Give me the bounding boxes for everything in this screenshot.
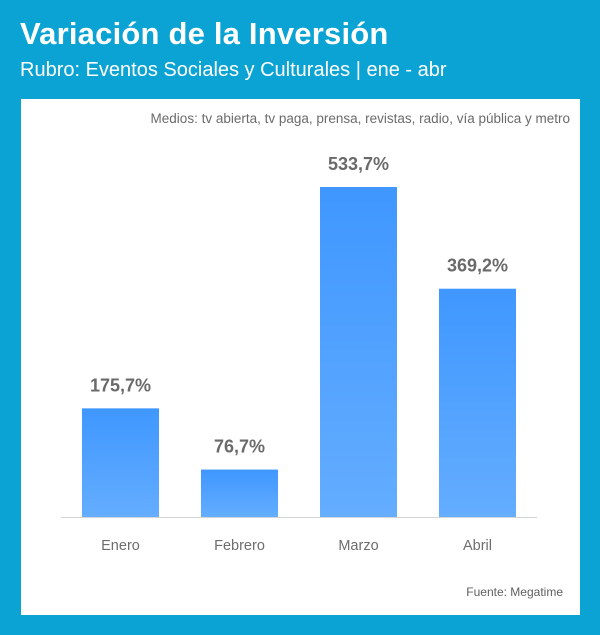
chart-panel: Medios: tv abierta, tv paga, prensa, rev… <box>21 99 580 615</box>
chart-title: Variación de la Inversión <box>20 16 389 51</box>
chart-header: Variación de la Inversión Rubro: Eventos… <box>20 14 580 84</box>
bar-febrero <box>201 469 278 517</box>
bar-abril <box>439 288 516 517</box>
bar-enero <box>82 408 159 517</box>
value-label-febrero: 76,7% <box>214 437 265 457</box>
value-label-enero: 175,7% <box>90 375 151 395</box>
category-label-febrero: Febrero <box>214 538 265 554</box>
bar-chart: 175,7% Enero 76,7% Febrero 533,7% Marzo 369,2%… <box>61 154 537 554</box>
category-label-enero: Enero <box>101 538 140 554</box>
bar-marzo <box>320 187 397 517</box>
category-label-marzo: Marzo <box>338 538 378 554</box>
value-label-marzo: 533,7% <box>328 154 389 174</box>
value-label-abril: 369,2% <box>447 256 508 276</box>
chart-subtitle: Rubro: Eventos Sociales y Culturales | e… <box>20 59 447 81</box>
media-note: Medios: tv abierta, tv paga, prensa, rev… <box>150 111 570 126</box>
category-label-abril: Abril <box>463 538 492 554</box>
source-note: Fuente: Megatime <box>466 585 563 599</box>
